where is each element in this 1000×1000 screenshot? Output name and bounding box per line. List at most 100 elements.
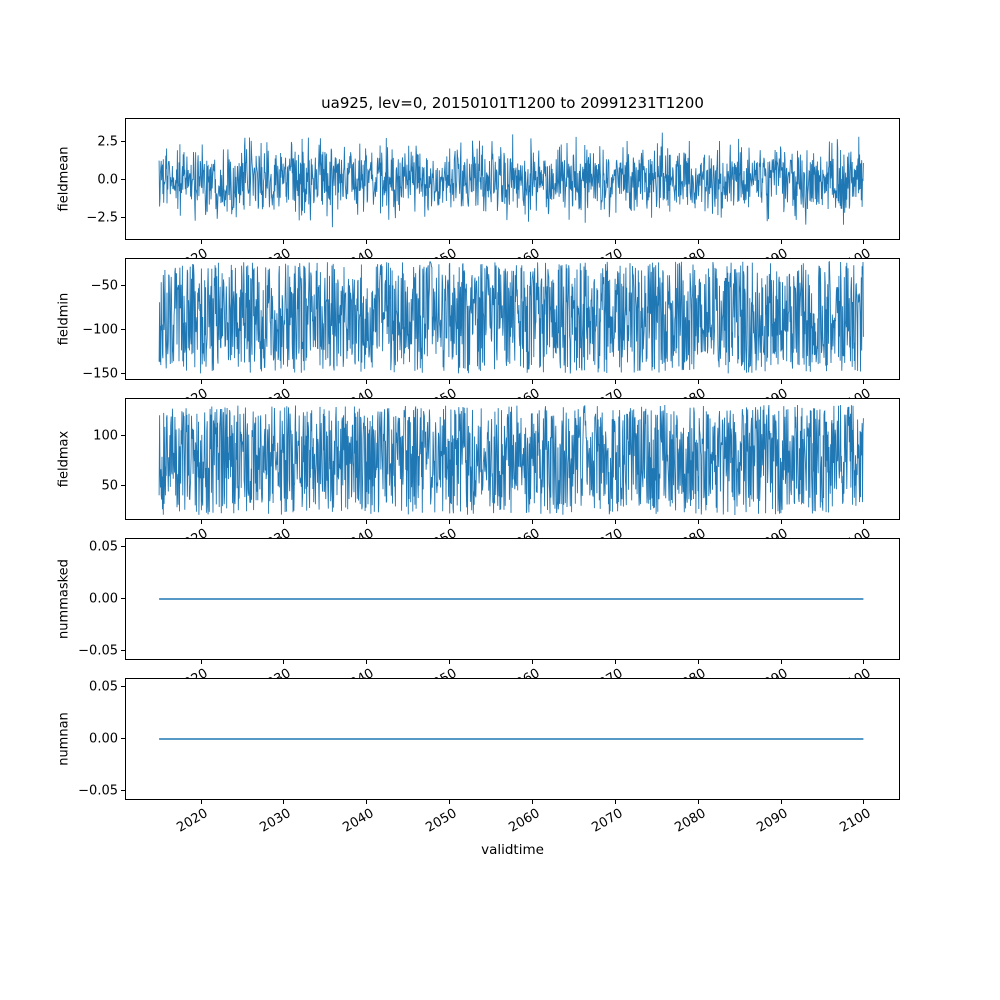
x-tick-mark — [366, 800, 368, 804]
x-tick-mark — [863, 240, 865, 244]
x-tick-mark — [366, 660, 368, 664]
fieldmax-axis-label: fieldmax — [56, 430, 72, 488]
x-tick-label: 2040 — [340, 806, 377, 836]
x-tick-mark — [283, 800, 285, 804]
x-tick-mark — [531, 660, 533, 664]
y-tick-mark — [121, 484, 125, 486]
fieldmin-axis-label: fieldmin — [56, 292, 72, 346]
chart-title: ua925, lev=0, 20150101T1200 to 20991231T… — [321, 94, 704, 112]
y-tick-label: 50 — [101, 478, 118, 494]
fieldmin-line — [158, 260, 864, 374]
y-tick-label: 100 — [93, 428, 118, 444]
x-tick-label: 2050 — [423, 806, 460, 836]
x-tick-mark — [531, 240, 533, 244]
x-tick-label: 2080 — [672, 806, 709, 836]
x-tick-mark — [449, 660, 451, 664]
x-tick-mark — [697, 240, 699, 244]
y-tick-label: 0.00 — [89, 731, 118, 747]
x-tick-mark — [449, 520, 451, 524]
fieldmean-axis-label: fieldmean — [56, 146, 72, 212]
y-tick-mark — [121, 141, 125, 143]
y-tick-label: 0.00 — [89, 591, 118, 607]
y-tick-label: −0.05 — [78, 783, 118, 799]
y-tick-mark — [121, 685, 125, 687]
y-tick-label: −2.5 — [86, 210, 118, 226]
y-tick-label: −150 — [82, 366, 118, 382]
x-tick-mark — [449, 800, 451, 804]
y-tick-mark — [121, 285, 125, 287]
x-tick-mark — [780, 240, 782, 244]
x-tick-mark — [200, 240, 202, 244]
x-tick-mark — [863, 800, 865, 804]
y-tick-mark — [121, 545, 125, 547]
x-tick-label: 2100 — [837, 806, 874, 836]
y-tick-mark — [121, 435, 125, 437]
x-axis-label: validtime — [481, 842, 544, 858]
subplot-numnan — [125, 678, 900, 800]
nummasked-axis-label: nummasked — [56, 559, 72, 639]
y-tick-label: 2.5 — [97, 134, 118, 150]
x-tick-mark — [697, 660, 699, 664]
y-tick-label: −50 — [90, 278, 118, 294]
x-tick-mark — [614, 520, 616, 524]
x-tick-mark — [863, 520, 865, 524]
y-tick-mark — [121, 738, 125, 739]
x-tick-mark — [283, 380, 285, 384]
y-tick-mark — [121, 179, 125, 181]
x-tick-mark — [200, 520, 202, 524]
x-tick-label: 2090 — [754, 806, 792, 836]
x-tick-mark — [283, 660, 285, 664]
x-tick-mark — [614, 380, 616, 384]
x-tick-label: 2020 — [174, 806, 212, 836]
x-tick-mark — [449, 380, 451, 384]
x-tick-label: 2030 — [257, 806, 294, 836]
y-tick-label: 0.0 — [97, 172, 118, 188]
x-tick-mark — [200, 800, 202, 804]
x-tick-mark — [863, 380, 865, 384]
x-tick-mark — [449, 240, 451, 244]
x-tick-label: 2060 — [506, 806, 543, 836]
y-tick-mark — [121, 790, 125, 792]
y-tick-mark — [121, 650, 125, 652]
x-tick-mark — [780, 380, 782, 384]
y-tick-label: 0.05 — [89, 539, 118, 555]
y-tick-label: −0.05 — [78, 643, 118, 659]
x-tick-mark — [780, 660, 782, 664]
x-tick-mark — [697, 520, 699, 524]
numnan-axis-label: numnan — [56, 712, 72, 766]
x-tick-mark — [614, 800, 616, 804]
x-tick-mark — [366, 520, 368, 524]
x-tick-mark — [531, 800, 533, 804]
x-tick-mark — [697, 800, 699, 804]
x-tick-mark — [283, 520, 285, 524]
x-tick-mark — [531, 380, 533, 384]
x-tick-mark — [283, 240, 285, 244]
x-tick-mark — [697, 380, 699, 384]
x-tick-mark — [863, 660, 865, 664]
x-tick-mark — [614, 660, 616, 664]
x-tick-mark — [366, 240, 368, 244]
fieldmean-line — [158, 132, 864, 228]
y-tick-mark — [121, 328, 125, 330]
numnan-line — [159, 738, 864, 740]
x-tick-mark — [614, 240, 616, 244]
y-tick-label: 0.05 — [89, 679, 118, 695]
x-tick-mark — [780, 800, 782, 804]
x-tick-mark — [531, 520, 533, 524]
y-tick-mark — [121, 216, 125, 218]
subplot-fieldmin — [125, 258, 900, 380]
x-tick-mark — [200, 380, 202, 384]
subplot-nummasked — [125, 538, 900, 660]
fieldmax-line — [158, 404, 864, 516]
x-tick-mark — [780, 520, 782, 524]
subplot-fieldmax — [125, 398, 900, 520]
x-tick-label: 2070 — [589, 806, 626, 836]
x-tick-mark — [366, 380, 368, 384]
y-tick-mark — [121, 598, 125, 599]
nummasked-line — [159, 598, 864, 600]
subplot-fieldmean — [125, 118, 900, 240]
y-tick-label: −100 — [82, 322, 118, 338]
y-tick-mark — [121, 372, 125, 374]
x-tick-mark — [200, 660, 202, 664]
